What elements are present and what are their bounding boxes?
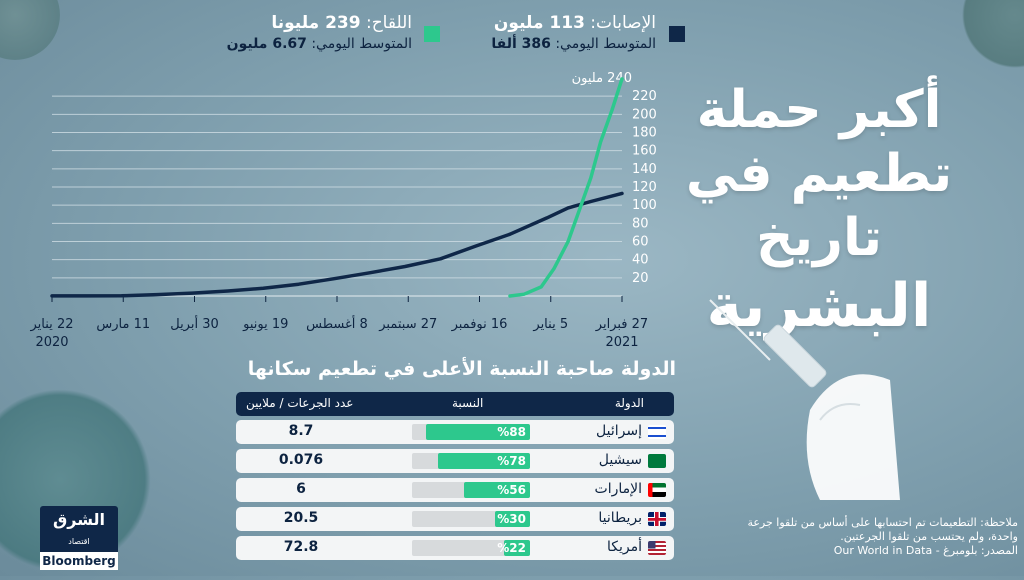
footnote-line-2: واحدة، ولم يحتسب من تلقوا الجرعتين. — [840, 530, 1018, 543]
y-tick-label: 200 — [632, 107, 657, 122]
doses-value: 6 — [296, 481, 306, 497]
table-title: الدولة صاحبة النسبة الأعلى في تطعيم سكان… — [247, 358, 676, 380]
legend-cases-swatch — [669, 26, 685, 42]
table-row: الإمارات %56 6 — [236, 478, 674, 502]
table-row: سيشيل %78 0.076 — [236, 449, 674, 473]
virus-decoration-top-right — [960, 0, 1024, 70]
legend-cases-avg-value: 386 ألفا — [491, 36, 551, 52]
legend-cases-label: الإصابات: — [584, 13, 656, 33]
doses-value: 20.5 — [283, 510, 319, 526]
table-row: أمريكا %22 72.8 — [236, 536, 674, 560]
x-tick-label: 5 يناير — [532, 317, 568, 332]
legend-cases-avg-label: المتوسط اليومي: — [550, 36, 656, 52]
ratio-bar-track: %56 — [412, 482, 530, 498]
legend-vaccines-value: 239 مليونا — [271, 13, 361, 33]
ratio-label: %88 — [497, 425, 526, 439]
virus-decoration-top-left — [0, 0, 60, 60]
ratio-label: %78 — [497, 454, 526, 468]
title-line-1: أكبر حملة — [696, 80, 942, 140]
x-tick-label: 11 مارس — [96, 317, 150, 332]
y-tick-label: 140 — [632, 162, 657, 177]
country-name: إسرائيل — [596, 423, 642, 439]
header-country: الدولة — [614, 396, 644, 410]
legend-vaccines-swatch — [424, 26, 440, 42]
doses-value: 72.8 — [283, 539, 319, 555]
ratio-bar-track: %78 — [412, 453, 530, 469]
y-tick-label: 220 — [632, 89, 657, 104]
cases-series-line — [50, 191, 624, 298]
legend-cases: الإصابات: 113 مليون المتوسط اليومي: 386 … — [396, 12, 656, 54]
country-name: الإمارات — [594, 481, 642, 497]
ratio-bar-track: %88 — [412, 424, 530, 440]
y-tick-label: 120 — [632, 180, 657, 195]
legend-vaccines: اللقاح: 239 مليونا المتوسط اليومي: 6.67 … — [152, 12, 412, 54]
x-tick-label: 16 نوفمبر — [451, 317, 508, 332]
logo-brand: الشرق اقتصاد — [40, 506, 118, 552]
asharq-bloomberg-logo: الشرق اقتصاد Bloomberg — [40, 506, 118, 570]
x-tick-label: 8 أغسطس — [306, 315, 368, 332]
ratio-label: %30 — [497, 512, 526, 526]
page-title: أكبر حملة تطعيم في تاريخ البشرية — [654, 78, 984, 342]
footnote-source: المصدر: بلومبرغ - Our World in Data — [833, 544, 1018, 557]
header-doses: عدد الجرعات / ملايين — [246, 396, 354, 410]
x-year-start: 2020 — [35, 335, 68, 350]
y-unit-label: 240 مليون — [572, 71, 632, 86]
footnote-line-1: ملاحظة: التطعيمات تم احتسابها على أساس م… — [747, 516, 1018, 529]
y-tick-label: 20 — [632, 271, 649, 286]
x-year-end: 2021 — [605, 335, 638, 350]
title-line-2: تطعيم في تاريخ — [685, 144, 953, 268]
ratio-bar-fill — [463, 482, 530, 498]
uae-flag-icon — [648, 483, 666, 497]
syringe-illustration — [709, 299, 900, 500]
ratio-bar-fill — [504, 540, 530, 556]
legend-cases-value: 113 مليون — [493, 13, 585, 33]
ratio-label: %56 — [497, 483, 526, 497]
x-tick-label: 22 يناير — [30, 317, 74, 332]
usa-flag-icon — [648, 541, 666, 555]
ratio-bar-track: %30 — [412, 511, 530, 527]
logo-brand-text: الشرق — [52, 510, 106, 529]
country-name: سيشيل — [598, 452, 642, 468]
legend-vaccines-avg-value: 6.67 مليون — [226, 36, 307, 52]
footnote: ملاحظة: التطعيمات تم احتسابها على أساس م… — [688, 516, 1018, 558]
y-tick-label: 80 — [632, 216, 649, 231]
x-tick-label: 27 سبتمبر — [378, 317, 437, 332]
country-name: أمريكا — [606, 539, 642, 555]
ratio-bar-fill — [494, 511, 530, 527]
ratio-bar-fill — [437, 453, 530, 469]
ratio-bar-track: %22 — [412, 540, 530, 556]
x-tick-label: 30 أبريل — [170, 315, 219, 332]
x-tick-label: 19 يونيو — [242, 317, 288, 332]
doses-value: 8.7 — [288, 423, 314, 439]
header-ratio: النسبة — [452, 396, 484, 410]
y-tick-label: 40 — [632, 253, 649, 268]
uk-flag-icon — [648, 512, 666, 526]
title-line-3: البشرية — [706, 271, 932, 341]
y-tick-label: 180 — [632, 126, 657, 141]
legend-vaccines-avg-label: المتوسط اليومي: — [306, 36, 412, 52]
seychelles-flag-icon — [648, 454, 666, 468]
israel-flag-icon — [648, 425, 666, 439]
legend-vaccines-label: اللقاح: — [360, 13, 412, 33]
doses-value: 0.076 — [278, 452, 324, 468]
logo-partner: Bloomberg — [40, 552, 118, 570]
table-row: بريطانيا %30 20.5 — [236, 507, 674, 531]
country-name: بريطانيا — [598, 510, 642, 526]
y-tick-label: 160 — [632, 144, 657, 159]
logo-sub-text: اقتصاد — [68, 537, 90, 546]
y-tick-label: 100 — [632, 198, 657, 213]
table-header: الدولة النسبة عدد الجرعات / ملايين — [236, 392, 674, 416]
ratio-bar-fill — [426, 424, 530, 440]
ratio-label: %22 — [497, 541, 526, 555]
vaccines-series-line — [508, 77, 624, 298]
y-tick-label: 60 — [632, 235, 649, 250]
table-row: إسرائيل %88 8.7 — [236, 420, 674, 444]
x-tick-label: 27 فبراير — [595, 317, 648, 332]
